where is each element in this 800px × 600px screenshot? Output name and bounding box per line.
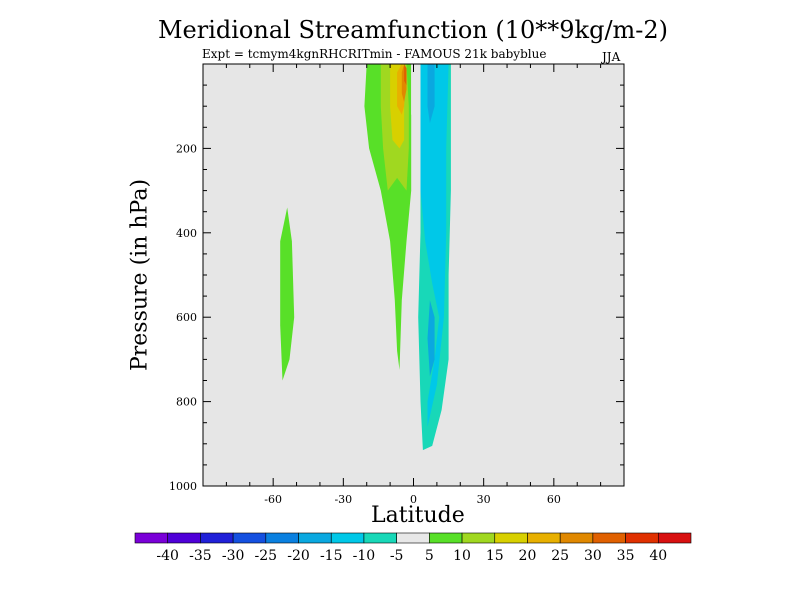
chart-title: Meridional Streamfunction (10**9kg/m-2) [157,16,669,44]
y-tick-label: 1000 [169,480,197,493]
colorbar-label: -25 [255,548,278,564]
colorbar-label: 35 [617,548,635,564]
x-axis-label: Latitude [371,503,465,528]
colorbar-label: -20 [287,548,310,564]
equator-gap [411,64,421,115]
y-tick-label: 200 [176,142,197,155]
chart-subtitle: Expt = tcmym4kgnRHCRITmin - FAMOUS 21k b… [202,47,547,61]
y-tick-label: 400 [176,227,197,240]
x-tick-label: 0 [410,493,417,506]
colorbar-label: -30 [222,548,245,564]
colorbar-swatch [657,532,692,544]
colorbar-swatch [265,532,299,544]
colorbar-label: -5 [390,548,404,564]
colorbar-label: 25 [551,548,569,564]
season-label: JJA [602,50,621,64]
colorbar-swatch [167,532,201,544]
colorbar-swatch [396,532,430,544]
colorbar-label: 20 [519,548,537,564]
contour-region-northern-negative-cell-15 [427,64,435,124]
contour-region-northern-negative-cell-15b [427,300,435,377]
y-tick-label: 800 [176,396,197,409]
colorbar-swatch [134,532,169,544]
colorbar-label: -15 [320,548,343,564]
contour-region-northern-negative-cell-10 [420,64,449,427]
x-tick-label: 30 [477,493,491,506]
colorbar-swatch [298,532,332,544]
contour-region-southern-positive-cell-30 [404,64,407,86]
colorbar-swatch [461,532,496,544]
contour-region-southern-midlatitude-cell [280,207,295,381]
colorbar-swatch [232,532,267,544]
colorbar-swatch [559,532,594,544]
colorbar-label: 40 [649,548,667,564]
colorbar-swatch [429,532,463,544]
plot-background [203,64,624,486]
colorbar-label: -40 [156,548,179,564]
x-tick-label: 60 [547,493,561,506]
colorbar-label: 5 [425,548,434,564]
colorbar-swatch [527,532,561,544]
colorbar-label: 15 [486,548,504,564]
colorbar-label: 10 [453,548,471,564]
x-tick-label: -30 [334,493,352,506]
colorbar-swatch [494,532,528,544]
colorbar-swatch [330,532,365,544]
colorbar-label: -10 [353,548,376,564]
colorbar-swatch [625,532,659,544]
colorbar-label: -35 [189,548,212,564]
colorbar-swatch [592,532,626,544]
x-tick-label: -60 [264,493,282,506]
colorbar-swatch [363,532,397,544]
colorbar-label: 30 [584,548,602,564]
colorbar-swatch [200,532,234,544]
y-tick-label: 600 [176,311,197,324]
